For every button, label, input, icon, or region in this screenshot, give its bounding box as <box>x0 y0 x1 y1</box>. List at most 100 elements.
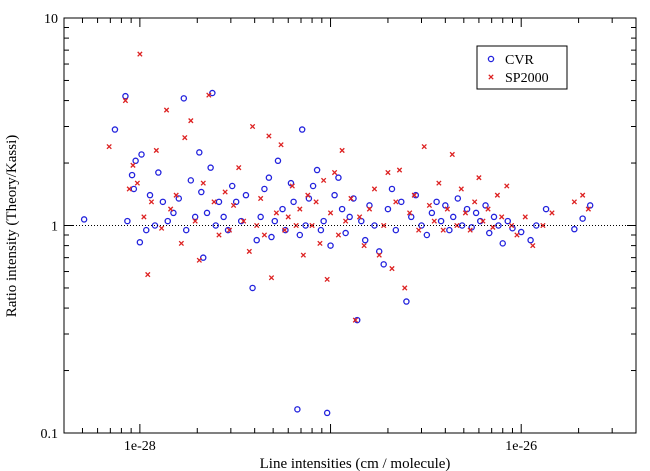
cvr-point <box>287 179 295 187</box>
cvr-point <box>191 213 199 221</box>
cvr-point <box>268 233 275 241</box>
sp2000-point <box>342 218 349 224</box>
sp2000-point <box>192 218 198 224</box>
cross-stroke <box>494 192 501 198</box>
cross-stroke <box>163 107 170 113</box>
sp2000-point <box>134 180 141 186</box>
sp2000-point <box>426 202 433 209</box>
sp2000-point <box>402 285 408 291</box>
cross-stroke <box>216 232 222 238</box>
cvr-point <box>392 226 400 234</box>
cvr-point <box>124 217 131 225</box>
cross-stroke <box>440 227 446 233</box>
cvr-point <box>138 151 145 158</box>
cross-stroke <box>389 265 395 272</box>
cvr-point <box>207 164 214 171</box>
sp2000-point <box>137 51 143 57</box>
cross-stroke <box>485 206 491 212</box>
sp2000-point <box>454 222 460 229</box>
cross-stroke <box>273 210 280 216</box>
cvr-point <box>228 182 236 190</box>
sp2000-point <box>549 210 555 216</box>
cross-stroke <box>348 195 354 202</box>
sp2000-point <box>499 214 505 220</box>
cross-stroke <box>153 147 159 154</box>
cross-stroke <box>449 151 455 158</box>
cross-stroke <box>381 222 387 229</box>
sp2000-point <box>585 206 592 212</box>
cross-stroke <box>376 252 382 258</box>
cross-stroke <box>407 210 413 216</box>
y-tick-label: 0.1 <box>41 427 59 442</box>
sp2000-point <box>293 222 299 229</box>
cvr-point <box>130 185 138 193</box>
cross-stroke <box>106 143 112 150</box>
cross-stroke <box>467 227 473 233</box>
cvr-point <box>327 242 334 249</box>
cross-stroke <box>261 232 268 238</box>
sp2000-point <box>148 199 155 205</box>
cvr-point <box>142 226 150 234</box>
cross-stroke <box>206 92 212 98</box>
sp2000-point <box>421 143 427 150</box>
cvr-point <box>331 191 338 199</box>
cross-stroke <box>285 214 291 220</box>
sp2000-point <box>381 222 387 229</box>
cross-stroke <box>356 214 363 220</box>
sp2000-point <box>416 227 422 233</box>
cvr-point <box>155 169 162 176</box>
sp2000-point <box>196 257 202 263</box>
sp2000-point <box>467 227 473 233</box>
cross-stroke <box>335 232 342 238</box>
cvr-point <box>309 182 317 190</box>
cross-stroke <box>226 227 233 233</box>
sp2000-point <box>240 218 247 224</box>
sp2000-point <box>504 183 510 189</box>
tick-labels: 0.1 1 10 1e-28 1e-26 <box>41 12 538 454</box>
cross-stroke <box>490 224 496 230</box>
sp2000-point <box>188 118 194 124</box>
cross-stroke <box>297 206 303 212</box>
cvr-point <box>423 231 431 239</box>
cvr-point <box>454 195 462 202</box>
x-tick-label: 1e-28 <box>124 439 156 454</box>
cross-stroke <box>257 195 264 202</box>
cvr-point <box>398 198 405 206</box>
cvr-point <box>490 213 498 221</box>
cvr-point <box>215 198 223 206</box>
cvr-point <box>338 205 346 213</box>
sp2000-point <box>472 199 478 205</box>
sp2000-point <box>182 135 188 141</box>
cvr-point <box>342 229 349 237</box>
cvr-point <box>111 126 119 133</box>
cross-stroke <box>249 123 256 130</box>
cross-stroke <box>342 218 349 224</box>
cross-stroke <box>200 180 206 186</box>
cross-stroke <box>188 118 194 124</box>
sp2000-point <box>249 123 256 130</box>
cvr-point <box>290 198 297 206</box>
cross-stroke <box>289 183 295 189</box>
cross-stroke <box>396 167 403 173</box>
cvr-point <box>187 177 195 184</box>
cross-stroke <box>324 276 330 283</box>
sp2000-point <box>436 180 442 186</box>
cross-stroke <box>134 180 141 186</box>
cvr-point <box>282 226 289 234</box>
cvr-point <box>274 157 282 165</box>
cvr-point <box>486 229 493 237</box>
cvr-point <box>257 213 264 221</box>
cross-stroke <box>504 183 510 189</box>
cvr-point <box>403 298 410 305</box>
cross-stroke <box>268 275 275 281</box>
cvr-point <box>294 406 301 413</box>
cross-stroke <box>431 218 437 224</box>
cross-stroke <box>421 143 427 150</box>
cross-stroke <box>122 97 129 104</box>
cross-stroke <box>499 214 505 220</box>
legend-box <box>476 45 568 90</box>
sp2000-point <box>571 199 578 205</box>
cross-stroke <box>178 240 185 247</box>
cross-stroke <box>371 186 378 192</box>
